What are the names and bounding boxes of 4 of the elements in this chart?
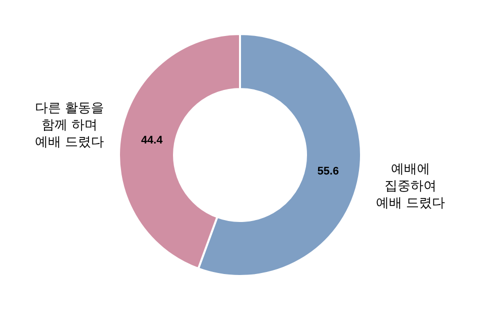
slice-label: 다른 활동을 함께 하며 예배 드렸다 xyxy=(35,101,104,150)
slice-label: 예배에 집중하여 예배 드렸다 xyxy=(376,162,445,211)
data-label: 44.4 xyxy=(141,134,164,146)
data-label: 55.6 xyxy=(317,166,339,178)
